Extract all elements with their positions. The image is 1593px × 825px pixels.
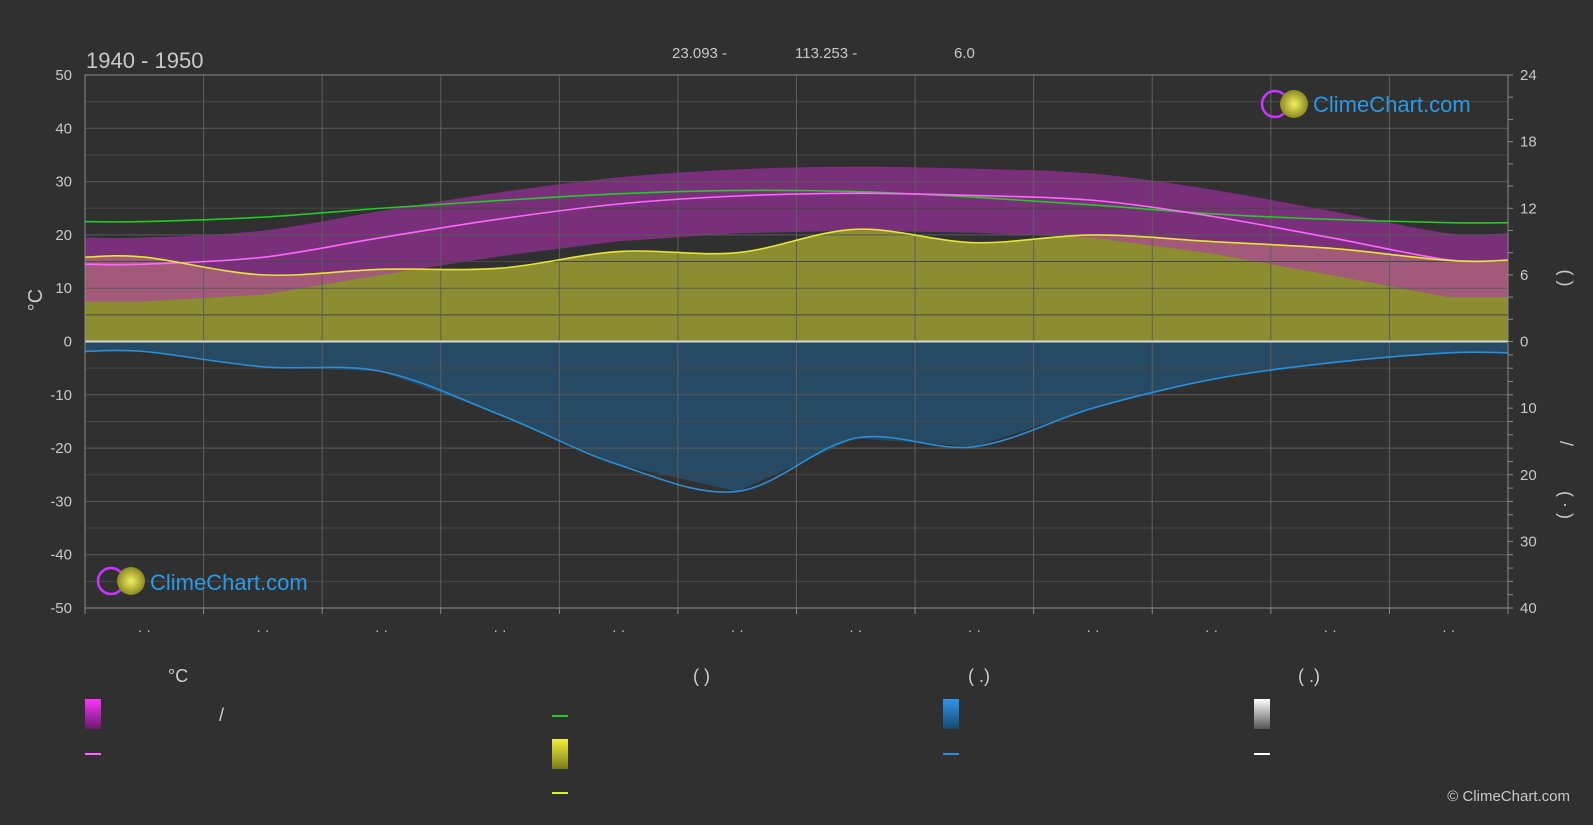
legend-snow-swatch (1254, 699, 1270, 729)
latitude-label: 23.093 - (672, 45, 727, 62)
legend-daylight-header: ( ) (693, 666, 710, 686)
x-tick-label: · · (256, 622, 269, 638)
daylight-line (85, 189, 1508, 224)
right-upper-tick-label: 24 (1520, 67, 1537, 84)
climechart-logo-bottom: ClimeChart.com (96, 566, 308, 596)
right-lower-tick-label: 30 (1520, 533, 1537, 550)
period-title: 1940 - 1950 (86, 48, 203, 73)
x-tick-label: · · (375, 622, 388, 638)
longitude-label: 113.253 - (795, 45, 857, 62)
legend-temp-mean-line (85, 753, 101, 755)
svg-text:ClimeChart.com: ClimeChart.com (150, 570, 308, 595)
left-tick-label: 20 (55, 227, 72, 244)
right-upper-tick-label: 6 (1520, 267, 1528, 284)
elevation-label: 6.0 (954, 45, 975, 62)
climechart-logo-top: ClimeChart.com (1260, 89, 1471, 119)
left-tick-label: 40 (55, 120, 72, 137)
x-tick-label: · · (138, 622, 151, 638)
legend-precip-swatch (943, 699, 959, 729)
series-lines (85, 189, 1508, 493)
left-tick-label: 30 (55, 174, 72, 191)
x-tick-label: · · (1205, 622, 1218, 638)
axes: 50 40 30 20 10 0 -10 -20 -30 -40 -50 24 18 12 6 0 10 20 30… (50, 67, 1536, 638)
legend-temp-range-label: / (219, 705, 225, 725)
legend-precip-header: ( .) (968, 666, 990, 686)
legend-snow-header: ( .) (1298, 666, 1320, 686)
x-tick-label: · · (1324, 622, 1337, 638)
x-tick-label: · · (849, 622, 862, 638)
x-tick-label: · · (493, 622, 506, 638)
x-tick-label: · · (968, 622, 981, 638)
x-tick-label: · · (612, 622, 625, 638)
left-tick-label: -30 (50, 493, 72, 510)
left-tick-label: 10 (55, 280, 72, 297)
right-upper-tick-label: 12 (1520, 200, 1537, 217)
x-tick-label: · · (1086, 622, 1099, 638)
left-tick-label: 50 (55, 67, 72, 84)
right-lower-tick-label: 20 (1520, 467, 1537, 484)
legend-temp-range-swatch (85, 699, 101, 729)
right-axis-upper-title: ( ) (1556, 270, 1576, 287)
temperature-mean-line (85, 192, 1508, 266)
right-axis-lower-title: / ( · ) (1556, 441, 1576, 519)
left-tick-label: -10 (50, 387, 72, 404)
x-tick-label: · · (731, 622, 744, 638)
legend-temperature-header: °C (168, 666, 189, 686)
x-tick-label: · · (1442, 622, 1455, 638)
right-lower-tick-label: 40 (1520, 600, 1537, 617)
legend-precip-line (943, 753, 959, 755)
left-tick-label: -50 (50, 600, 72, 617)
sunshine-line (85, 228, 1508, 277)
left-axis-title: °C (25, 289, 47, 311)
svg-text:ClimeChart.com: ClimeChart.com (1313, 92, 1471, 117)
legend-sunshine-line (552, 792, 568, 794)
left-tick-label: -20 (50, 440, 72, 457)
legend-daylight-line (552, 715, 568, 717)
precipitation-line (85, 349, 1508, 493)
left-tick-label: 0 (64, 334, 72, 351)
left-tick-label: -40 (50, 547, 72, 564)
legend-snow-line (1254, 753, 1270, 755)
right-upper-tick-label: 18 (1520, 134, 1537, 151)
right-upper-tick-label: 0 (1520, 334, 1528, 351)
gridlines (84, 74, 1509, 609)
legend-sunshine-swatch (552, 739, 568, 769)
copyright: © ClimeChart.com (1447, 788, 1570, 805)
right-lower-tick-label: 10 (1520, 400, 1537, 417)
